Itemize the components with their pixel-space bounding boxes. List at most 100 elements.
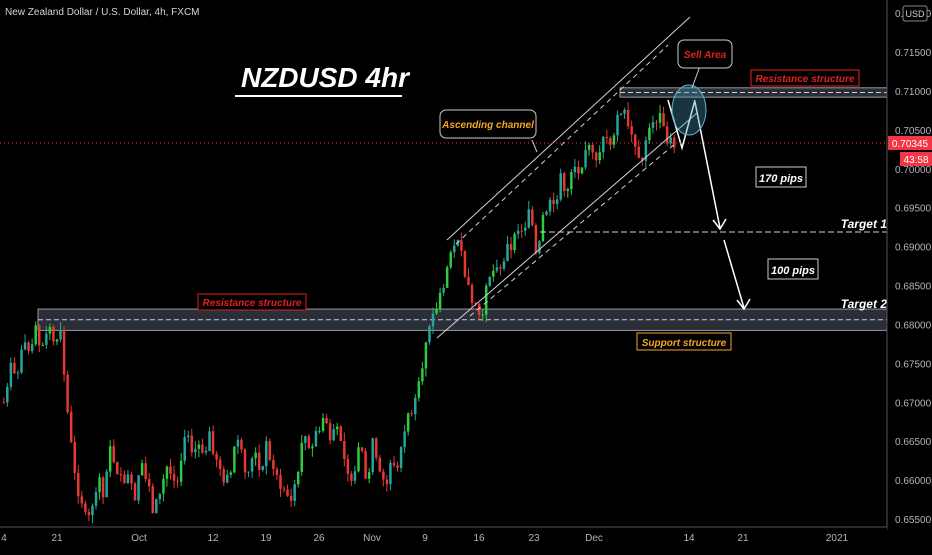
target2-label: Target 2 <box>841 297 888 311</box>
candle-body <box>438 292 442 310</box>
candle-body <box>616 114 619 136</box>
candle-body <box>16 372 20 374</box>
candle-body <box>165 466 169 479</box>
candle-body <box>325 417 328 424</box>
sell-area-callout[interactable] <box>677 39 733 69</box>
candle-body <box>84 503 87 512</box>
resistance-top-box[interactable] <box>750 69 860 87</box>
candle-body <box>360 447 364 452</box>
candle-body <box>506 244 509 262</box>
candle-body <box>105 471 108 498</box>
candle-body <box>296 471 300 485</box>
candle-body <box>527 209 531 228</box>
candle-body <box>566 189 570 191</box>
candle-body <box>655 122 658 124</box>
candle-body <box>45 333 48 345</box>
candle-body <box>534 225 538 254</box>
currency-badge-label: USD <box>905 9 925 19</box>
candle-body <box>126 474 130 484</box>
time-axis[interactable]: 4 21 Oct 12 19 26 Nov 9 16 23 Dec 14 21 2021 <box>0 526 887 550</box>
candle-body <box>268 441 272 460</box>
time-tick-label: Dec <box>585 533 603 544</box>
candle-body <box>137 475 140 501</box>
candle-body <box>339 426 343 442</box>
candle-body <box>176 480 179 482</box>
candle-body <box>378 457 382 472</box>
candle-body <box>584 149 587 168</box>
time-tick-label: 23 <box>528 533 540 544</box>
candle-body <box>364 451 367 479</box>
candle-body <box>669 137 672 144</box>
candle-body <box>286 489 289 496</box>
candle-body <box>240 439 243 450</box>
ascending-channel-label: Ascending channel <box>441 120 534 131</box>
resistance-top-label: Resistance structure <box>756 74 855 85</box>
countdown-tag <box>900 152 932 166</box>
candle-body <box>48 326 52 334</box>
candle-body <box>133 483 137 501</box>
candle-body <box>112 446 115 463</box>
candle-body <box>484 285 488 315</box>
candle-body <box>598 152 601 161</box>
candle-body <box>375 438 378 458</box>
candle-body <box>520 230 523 232</box>
candle-body <box>350 473 353 481</box>
candle-body <box>123 474 126 484</box>
candle-body <box>382 471 385 480</box>
candle-body <box>417 381 421 398</box>
candle-body <box>353 471 357 481</box>
time-tick-label: Nov <box>363 533 381 544</box>
candle-body <box>62 330 66 375</box>
candle-body <box>552 199 555 204</box>
sell-area-ellipse[interactable] <box>671 84 707 136</box>
candle-body <box>343 441 346 460</box>
price-tick-label: 0.67500 <box>895 359 932 370</box>
candle-body <box>474 302 477 304</box>
candle-body <box>516 230 520 234</box>
candle-body <box>424 342 428 369</box>
candle-body <box>509 244 513 251</box>
candle-body <box>442 287 445 293</box>
channel-upper-line[interactable] <box>446 16 691 241</box>
candle-body <box>311 446 314 449</box>
price-tick-label: 0.67000 <box>895 398 932 409</box>
candle-body <box>335 426 339 430</box>
price-axis[interactable]: 0.72000 USD 0.715000.710000.705000.70000… <box>886 0 932 530</box>
price-ticks: 0.71500 0.71000 0.70500 0.70000 0.69500 0.690… <box>895 48 932 526</box>
candle-body <box>101 477 105 498</box>
candle-body <box>34 325 37 345</box>
candle-body <box>215 453 218 460</box>
candle-body <box>545 211 548 215</box>
channel-upper-dashed-line[interactable] <box>455 44 669 245</box>
pips-170-box[interactable] <box>755 166 807 188</box>
price-tick-label: 0.68500 <box>895 282 932 293</box>
candle-body <box>321 417 325 431</box>
resistance-mid-label: Resistance structure <box>203 298 302 309</box>
candle-body <box>87 511 91 516</box>
candle-body <box>254 452 257 459</box>
candle-body <box>73 442 76 473</box>
pips-100-box[interactable] <box>767 258 819 280</box>
currency-badge[interactable] <box>902 5 928 22</box>
candle-body <box>421 368 424 382</box>
ascending-channel-callout[interactable] <box>439 109 537 139</box>
candle-body <box>414 397 417 415</box>
candle-body <box>162 478 165 494</box>
support-box[interactable] <box>636 332 732 351</box>
candle-body <box>623 109 626 114</box>
candle-body <box>52 326 55 342</box>
candle-body <box>609 138 612 145</box>
candle-body <box>13 362 16 374</box>
resistance-mid-box[interactable] <box>197 293 307 311</box>
candle-body <box>169 466 172 475</box>
price-tick-label: 0.66000 <box>895 476 932 487</box>
channel-lower-line[interactable] <box>436 112 698 339</box>
candle-body <box>406 413 410 432</box>
candle-body <box>80 496 84 504</box>
channel-callout-pointer <box>531 139 538 153</box>
candle-body <box>538 241 541 254</box>
candle-body <box>385 479 389 485</box>
candle-body <box>453 245 456 253</box>
